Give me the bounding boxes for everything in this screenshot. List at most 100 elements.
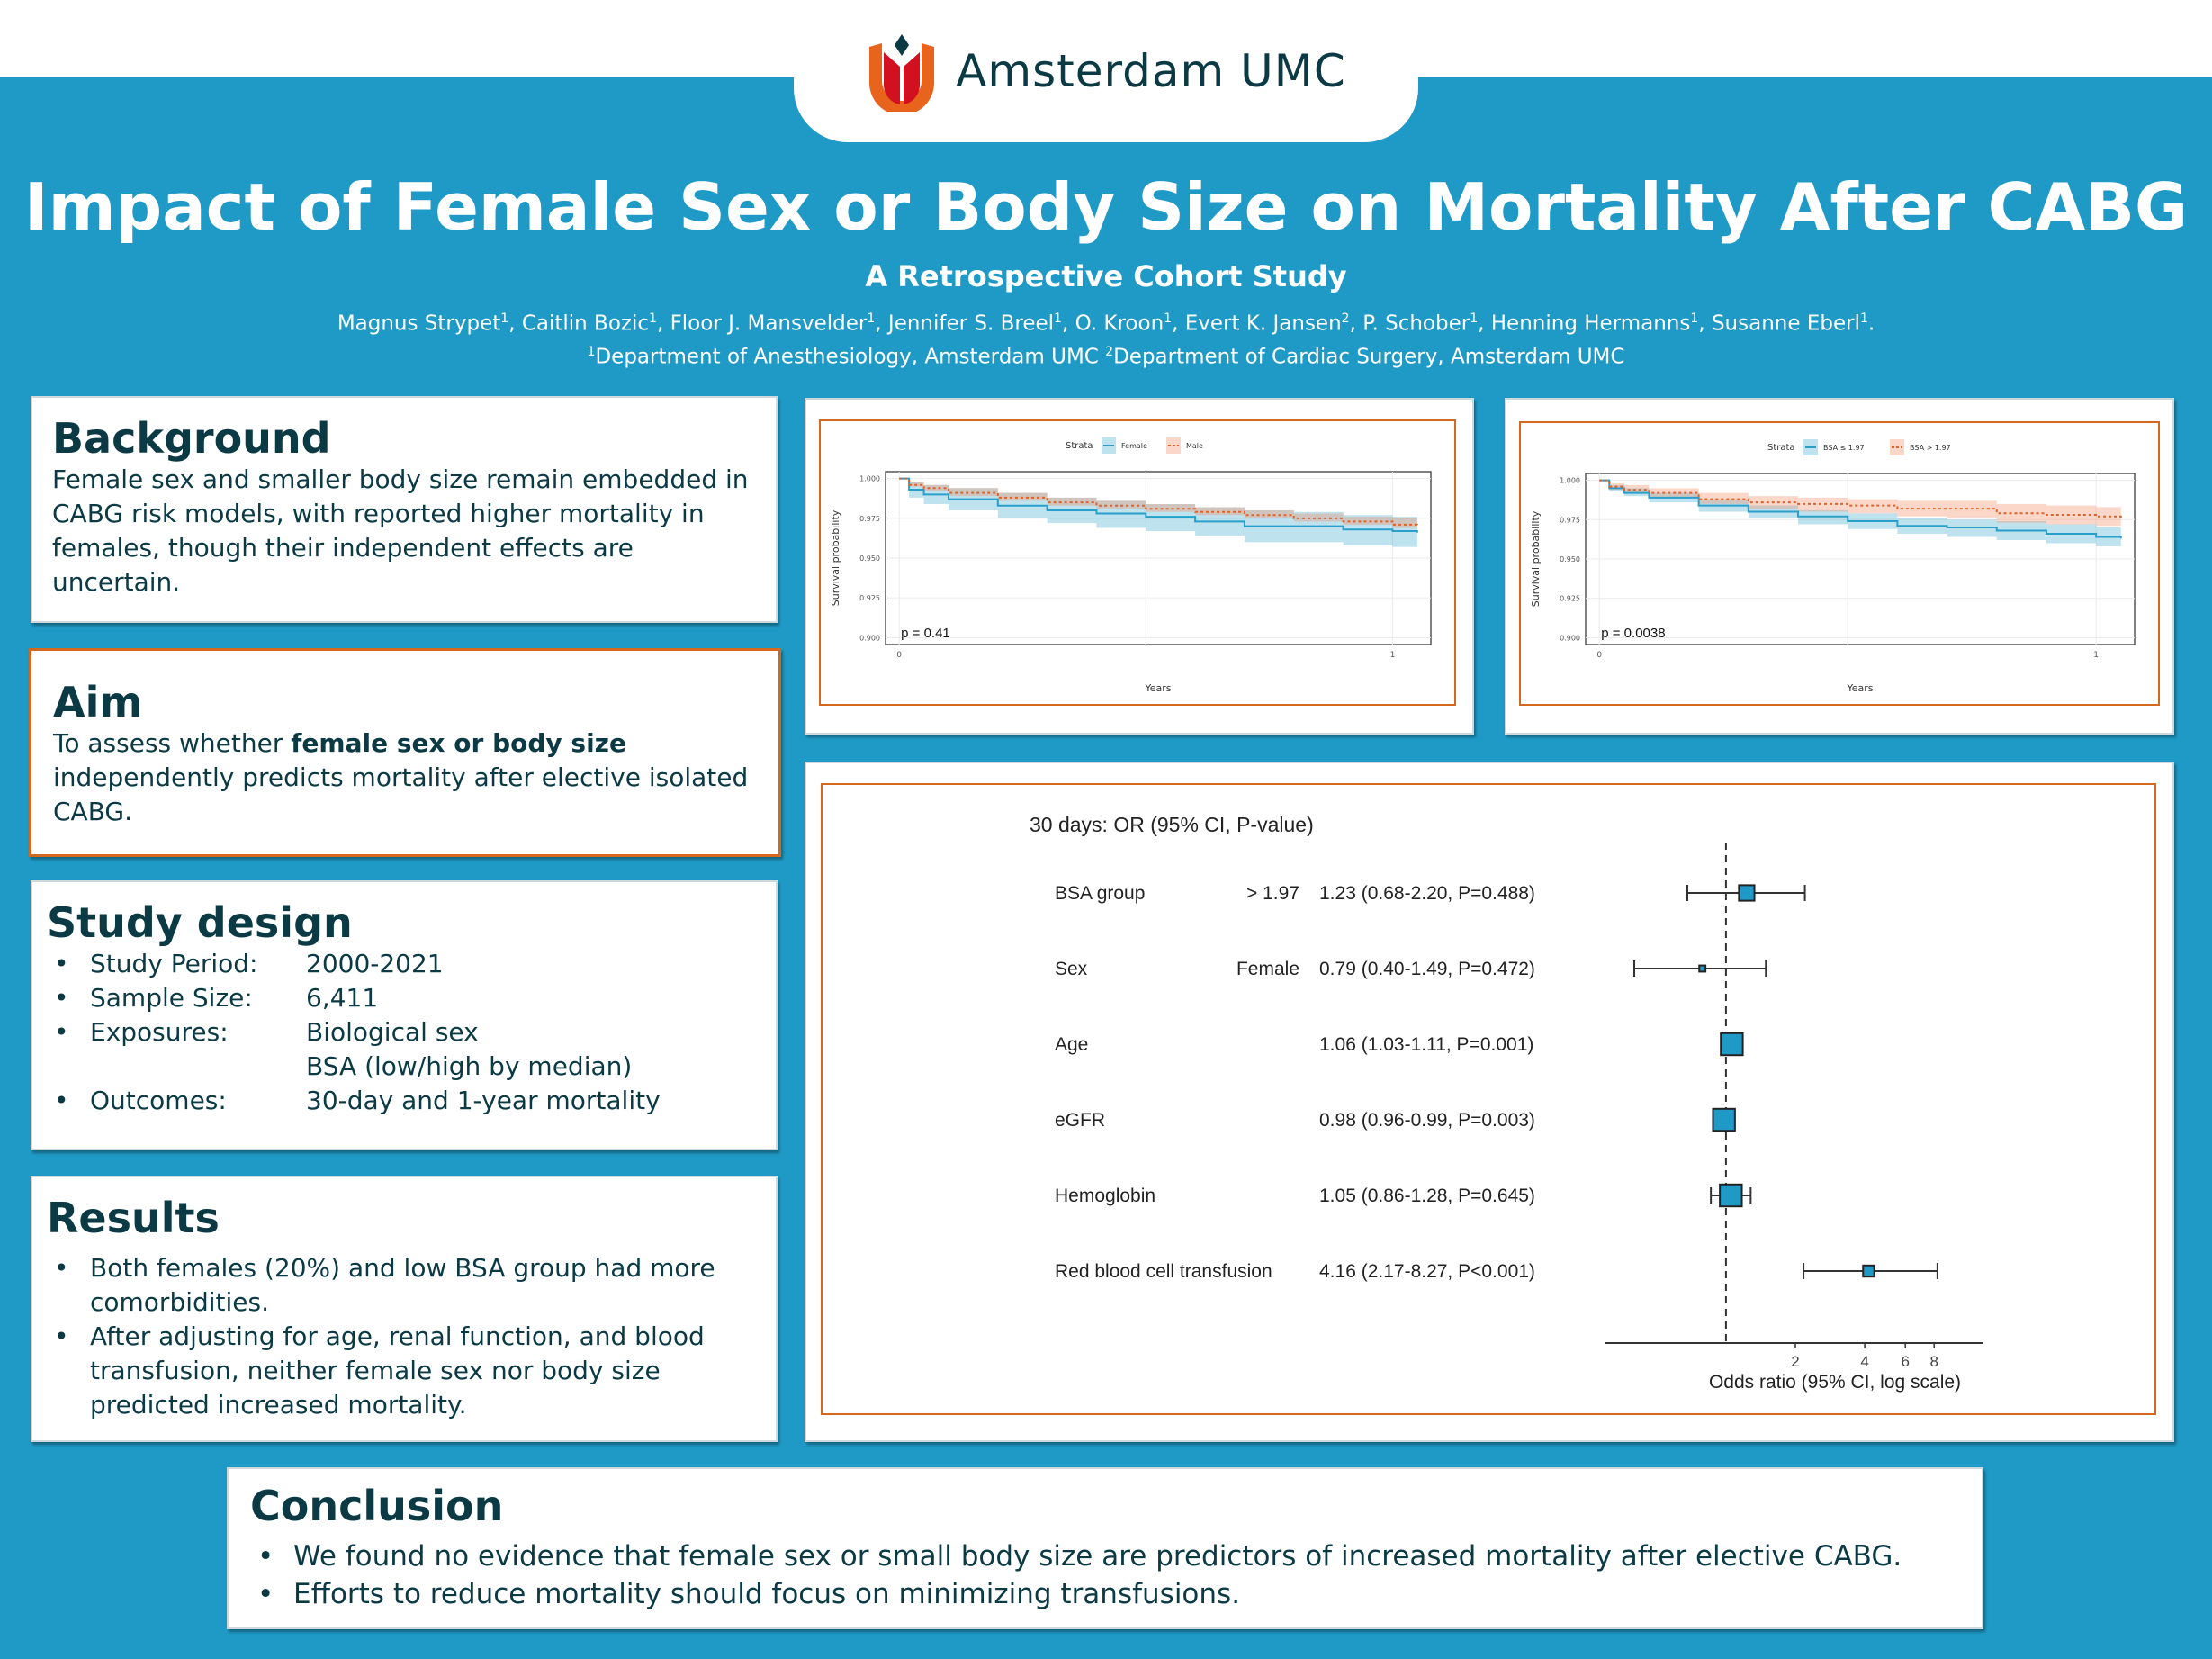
forest-variable-label: Age (1055, 1034, 1088, 1055)
y-tick-label: 0.975 (859, 515, 880, 523)
x-axis-label: Years (1144, 682, 1171, 694)
legend-label: BSA > 1.97 (1910, 444, 1951, 452)
conclusion-list: We found no evidence that female sex or … (250, 1537, 1960, 1613)
or-marker (1862, 1264, 1875, 1278)
logo-text: Amsterdam UMC (956, 45, 1346, 97)
affiliation-marker: 1 (649, 311, 657, 326)
author-name: Magnus Strypet (337, 311, 501, 336)
legend-title: Strata (1767, 443, 1795, 453)
aim-text: To assess whether female sex or body siz… (53, 728, 749, 826)
affiliation-list: 1Department of Anesthesiology, Amsterdam… (0, 345, 2212, 369)
forest-variable-label: BSA group (1055, 883, 1145, 904)
forest-panel: 30 days: OR (95% CI, P-value) BSA group > … (805, 762, 2174, 1442)
y-tick-label: 0.900 (859, 634, 880, 642)
affiliation-text: Department of Cardiac Surgery, Amsterdam… (1113, 345, 1625, 369)
poster-title: Impact of Female Sex or Body Size on Mor… (23, 169, 2189, 245)
affiliation-marker: 2 (1105, 345, 1114, 359)
x-tick-label: 1 (1390, 651, 1396, 660)
forest-plot: 30 days: OR (95% CI, P-value) BSA group > … (1030, 813, 1983, 1393)
study-design-key: Study Period: (90, 949, 258, 978)
forest-figure: 30 days: OR (95% CI, P-value) BSA group > … (821, 783, 2156, 1415)
affiliation-marker: 1 (1859, 311, 1868, 326)
forest-estimate-label: 1.05 (0.86-1.28, P=0.645) (1319, 1186, 1535, 1206)
confidence-band (1599, 480, 2121, 548)
km-bsa-panel: 0.900 0.925 0.950 0.975 1.000 0 1 p = 0.0038 Yea… (1505, 398, 2174, 735)
author-name: P. Schober (1362, 311, 1470, 336)
forest-level-label: > 1.97 (1246, 883, 1299, 904)
affiliation-marker: 1 (500, 311, 509, 326)
study-design-item: Study Period: 2000-2021 (47, 947, 761, 981)
affiliation-marker: 1 (867, 311, 876, 326)
km-bsa-figure: 0.900 0.925 0.950 0.975 1.000 0 1 p = 0.0038 Yea… (1519, 421, 2160, 706)
results-panel: Results Both females (20%) and low BSA g… (31, 1176, 778, 1442)
legend-label: BSA ≤ 1.97 (1823, 444, 1865, 452)
affiliation-marker: 1 (1690, 311, 1699, 326)
study-design-key: Exposures: (90, 1017, 229, 1047)
author-list: Magnus Strypet1, Caitlin Bozic1, Floor J… (337, 311, 1875, 336)
forest-variable-label: Sex (1055, 959, 1088, 979)
x-axis-label: Odds ratio (95% CI, log scale) (1709, 1372, 1961, 1393)
km-sex-figure: 0.900 0.925 0.950 0.975 1.000 0 1 p = 0.41 Years… (819, 419, 1456, 706)
affiliation-marker: 1 (1164, 311, 1173, 326)
km-sex-chart: 0.900 0.925 0.950 0.975 1.000 0 1 p = 0.41 Years… (830, 437, 1432, 694)
background-text: Female sex and smaller body size remain … (52, 464, 749, 597)
forest-estimate-label: 4.16 (2.17-8.27, P<0.001) (1319, 1261, 1535, 1282)
y-axis-label: Survival probability (1530, 510, 1542, 607)
y-tick-label: 0.925 (1560, 595, 1580, 603)
or-marker (1720, 1032, 1744, 1057)
p-value-annotation: p = 0.0038 (1601, 626, 1665, 641)
x-tick-label: 4 (1860, 1353, 1868, 1370)
affiliation-text: Department of Anesthesiology, Amsterdam … (595, 345, 1106, 369)
y-tick-label: 1.000 (1560, 477, 1580, 485)
author-name: Evert K. Jansen (1184, 311, 1342, 336)
or-marker (1698, 964, 1707, 973)
study-design-panel: Study design Study Period: 2000-2021 Sampl… (31, 880, 778, 1150)
confidence-band (1599, 480, 2121, 528)
aim-heading: Aim (53, 678, 143, 726)
logo-tab: Amsterdam UMC (794, 0, 1418, 142)
forest-variable-label: Hemoglobin (1055, 1186, 1155, 1206)
study-design-heading: Study design (47, 898, 353, 947)
affiliation-marker: 2 (1341, 311, 1350, 326)
study-design-value: 30-day and 1-year mortality (306, 1086, 661, 1115)
or-marker (1738, 884, 1756, 902)
x-tick-label: 8 (1929, 1353, 1938, 1370)
forest-estimate-label: 1.06 (1.03-1.11, P=0.001) (1319, 1034, 1533, 1055)
y-tick-label: 1.000 (859, 475, 880, 483)
affiliation-marker: 1 (1470, 311, 1479, 326)
results-list: Both females (20%) and low BSA group had… (47, 1251, 761, 1422)
or-marker (1712, 1107, 1736, 1132)
poster-subtitle: A Retrospective Cohort Study (865, 259, 1347, 293)
study-design-item: Outcomes: 30-day and 1-year mortality (47, 1084, 761, 1118)
y-tick-label: 0.975 (1560, 516, 1580, 524)
background-heading: Background (52, 414, 331, 463)
forest-level-label: Female (1236, 959, 1299, 979)
background-panel: Background Female sex and smaller body s… (31, 396, 778, 623)
results-heading: Results (47, 1194, 220, 1242)
legend-label: Male (1186, 442, 1203, 450)
study-design-list: Study Period:2000-2021Sample Size:6,411E… (47, 947, 761, 1118)
author-name: Caitlin Bozic (521, 311, 650, 336)
conclusion-item: Efforts to reduce mortality should focus… (250, 1575, 1960, 1613)
legend-title: Strata (1066, 441, 1093, 451)
aim-emphasis: female sex or body size (291, 728, 626, 758)
results-item: Both females (20%) and low BSA group had… (47, 1251, 761, 1320)
study-design-value: Biological sex BSA (low/high by median) (306, 1017, 633, 1081)
x-tick-label: 2 (1791, 1353, 1799, 1370)
forest-title: 30 days: OR (95% CI, P-value) (1030, 813, 1314, 836)
forest-estimate-label: 1.23 (0.68-2.20, P=0.488) (1319, 883, 1535, 904)
forest-variable-label: Red blood cell transfusion (1055, 1261, 1272, 1282)
y-tick-label: 0.950 (859, 555, 880, 563)
x-axis-label: Years (1846, 682, 1873, 694)
conclusion-item: We found no evidence that female sex or … (250, 1537, 1960, 1575)
conclusion-panel: Conclusion We found no evidence that fem… (227, 1467, 1983, 1629)
confidence-band (899, 478, 1417, 549)
y-axis-label: Survival probability (830, 509, 841, 606)
y-tick-label: 0.925 (859, 594, 880, 602)
forest-estimate-label: 0.79 (0.40-1.49, P=0.472) (1319, 959, 1535, 979)
survival-curve (1599, 479, 2122, 539)
x-tick-label: 0 (1596, 651, 1602, 660)
km-bsa-chart: 0.900 0.925 0.950 0.975 1.000 0 1 p = 0.0038 Yea… (1530, 439, 2136, 694)
aim-panel: Aim To assess whether female sex or body… (29, 648, 781, 857)
